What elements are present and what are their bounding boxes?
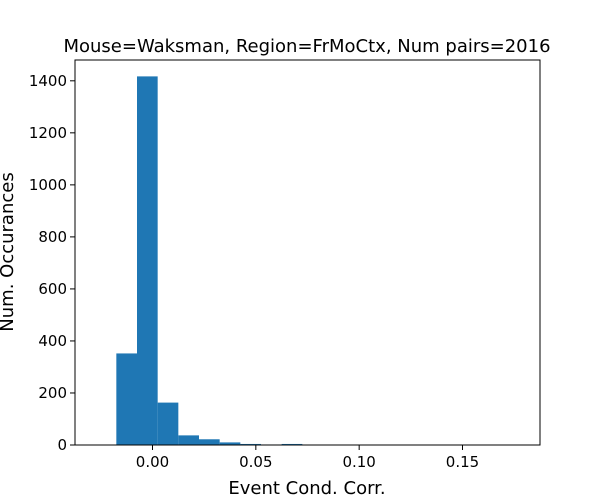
y-tick-label: 0 — [57, 436, 67, 454]
histogram-bar — [281, 443, 303, 445]
histogram-bar — [178, 435, 199, 445]
histogram-bar — [219, 442, 241, 445]
x-tick-label: 0.10 — [342, 453, 375, 471]
histogram-bar — [157, 402, 179, 445]
x-tick-label: 0.00 — [136, 453, 169, 471]
y-tick-label: 200 — [38, 384, 67, 402]
y-tick-label: 800 — [38, 228, 67, 246]
chart-title: Mouse=Waksman, Region=FrMoCtx, Num pairs… — [63, 36, 550, 57]
y-tick-label: 1000 — [29, 176, 67, 194]
histogram-bar — [116, 353, 137, 445]
x-axis-label: Event Cond. Corr. — [228, 478, 385, 499]
y-tick-label: 1400 — [29, 72, 67, 90]
plot-frame — [74, 59, 541, 446]
y-tick-label: 1200 — [29, 124, 67, 142]
histogram-bar — [137, 76, 158, 445]
y-axis-ticks: 0 200 400 600 800 1000 1200 1400 — [29, 72, 75, 454]
histogram-bar — [199, 439, 220, 445]
y-tick-label: 600 — [38, 280, 67, 298]
x-tick-label: 0.15 — [446, 453, 479, 471]
histogram-bars — [116, 76, 520, 445]
x-tick-label: 0.05 — [239, 453, 272, 471]
y-tick-label: 400 — [38, 332, 67, 350]
y-axis-label: Num. Occurances — [0, 172, 18, 331]
histogram-bar — [240, 443, 261, 445]
x-axis-ticks: 0.00 0.05 0.10 0.15 — [136, 445, 479, 471]
